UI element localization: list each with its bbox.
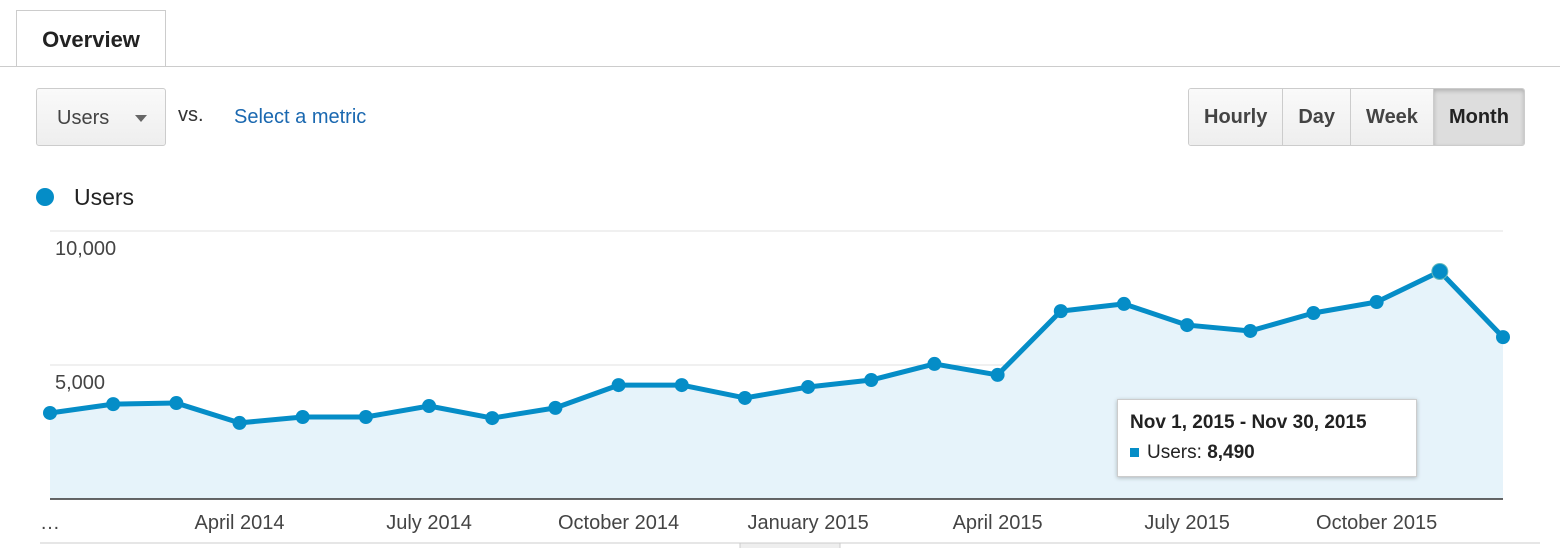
metric-dropdown[interactable]: Users (36, 88, 166, 146)
vs-label: vs. (178, 104, 204, 126)
tab[interactable]: Overview (16, 10, 166, 66)
legend-label: Users (74, 184, 134, 210)
y-tick-label: 5,000 (55, 372, 105, 394)
data-point (422, 399, 437, 414)
data-point (927, 356, 942, 371)
data-point (1116, 296, 1131, 311)
data-point (737, 390, 752, 405)
data-point (1496, 330, 1510, 345)
x-tick-label: April 2014 (194, 512, 284, 534)
x-tick-label: July 2014 (386, 512, 472, 534)
x-tick-label: October 2015 (1316, 512, 1437, 534)
data-point (485, 411, 500, 426)
select-metric-link[interactable]: Select a metric (234, 106, 367, 128)
scroll-handle (739, 542, 841, 548)
data-point (358, 409, 373, 424)
data-point (548, 400, 563, 415)
x-tick-label: January 2015 (747, 512, 868, 534)
data-point (169, 396, 184, 411)
x-tick-label: July 2015 (1144, 512, 1230, 534)
line (49, 268, 1505, 426)
data-point (43, 405, 57, 420)
granularity-button[interactable]: Day (1282, 89, 1351, 145)
x-tick-label: October 2014 (558, 512, 679, 534)
tooltip-title: Nov 1, 2015 - Nov 30, 2015 (1130, 412, 1367, 433)
data-point (1243, 323, 1258, 338)
tooltip: Nov 1, 2015 - Nov 30, 2015 Users: 8,490 (1117, 399, 1417, 477)
data-point (1431, 262, 1449, 280)
x-tick-label: … (40, 512, 60, 534)
granularity-button[interactable]: Week (1350, 89, 1433, 145)
data-point (674, 378, 689, 393)
y-tick-label: 10,000 (55, 238, 116, 260)
data-point (990, 367, 1005, 382)
tab-line (0, 66, 1560, 67)
data-point (611, 378, 626, 393)
tooltip-label: Users: (1147, 442, 1202, 463)
data-point (864, 373, 879, 388)
granularity-button[interactable]: Hourly (1189, 89, 1283, 145)
data-point (232, 415, 247, 430)
data-point (1180, 318, 1195, 333)
data-point (1053, 304, 1068, 319)
granularity-button[interactable]: Month (1432, 89, 1524, 145)
x-tick-label: April 2015 (953, 512, 1043, 534)
data-point (801, 379, 816, 394)
data-point (1369, 295, 1384, 310)
granularity-buttons: Hourly Day Week Month (1188, 88, 1525, 146)
legend-marker (36, 188, 54, 206)
data-point (1306, 306, 1321, 321)
data-point (106, 397, 121, 412)
dropdown-label: Users (57, 107, 110, 129)
tooltip-value: 8,490 (1207, 442, 1255, 463)
tooltip-swatch (1130, 448, 1139, 458)
dropdown-arrow (135, 115, 147, 128)
data-point (295, 409, 310, 424)
